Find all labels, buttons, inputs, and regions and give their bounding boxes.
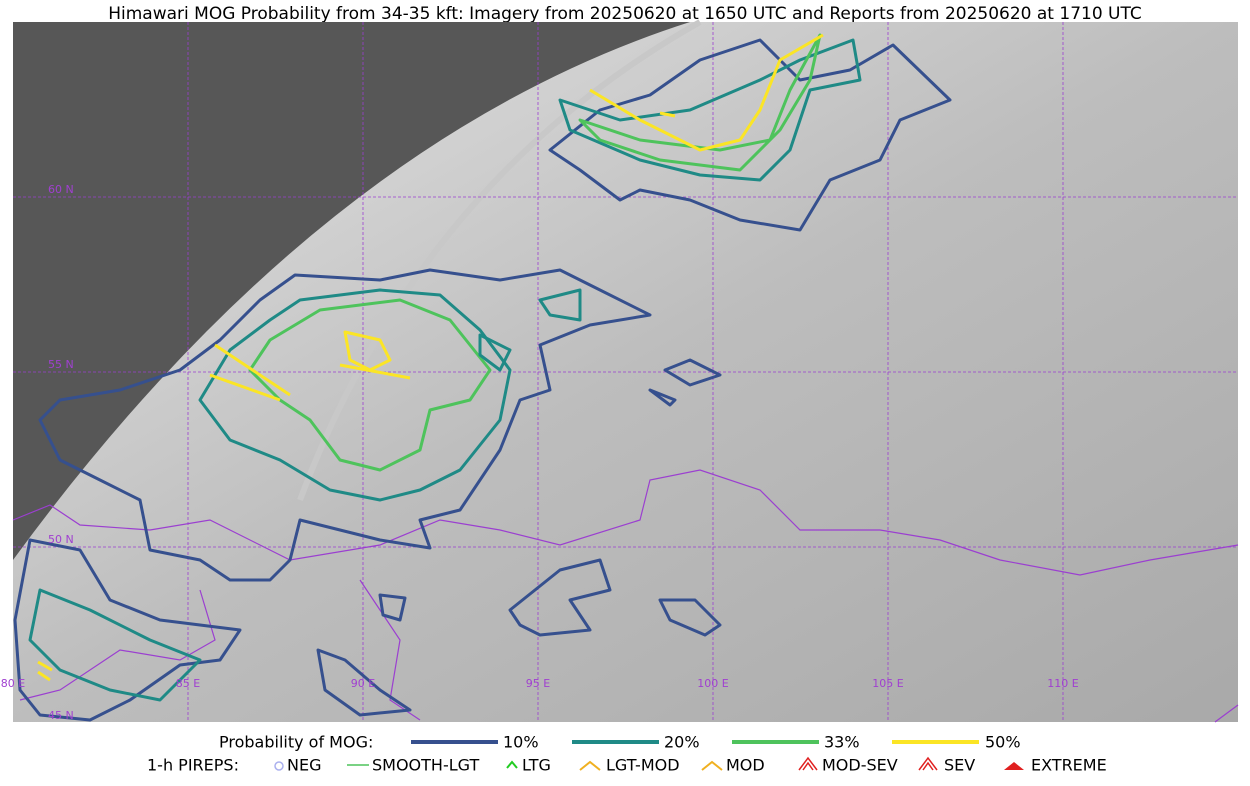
legend-title: 1-h PIREPS: bbox=[147, 756, 239, 775]
legend-title: Probability of MOG: bbox=[219, 733, 373, 752]
lon-label: 95 E bbox=[526, 677, 550, 690]
lon-label: 90 E bbox=[351, 677, 375, 690]
scan-line bbox=[297, 19, 702, 502]
icon-lgt-mod bbox=[579, 760, 601, 771]
lat-label: 45 N bbox=[48, 709, 74, 722]
lat-label: 60 N bbox=[48, 183, 74, 196]
lon-label: 100 E bbox=[697, 677, 728, 690]
borders bbox=[12, 469, 1239, 723]
legend-label: 10% bbox=[503, 733, 539, 752]
lon-label: 80 E bbox=[1, 677, 25, 690]
space-area bbox=[13, 22, 690, 560]
legend-label: NEG bbox=[287, 756, 321, 775]
icon-ltg bbox=[506, 760, 518, 769]
legend-label: LTG bbox=[522, 756, 551, 775]
icon-mod bbox=[701, 760, 723, 771]
legend-label: SMOOTH-LGT bbox=[372, 756, 479, 775]
grid-labels: 60 N 55 N 50 N 45 N 80 E 85 E 90 E 95 E … bbox=[1, 183, 1079, 722]
lon-label: 110 E bbox=[1047, 677, 1078, 690]
legend-label: 50% bbox=[985, 733, 1021, 752]
legend-label: MOD-SEV bbox=[822, 756, 898, 775]
lat-label: 50 N bbox=[48, 533, 74, 546]
lon-label: 85 E bbox=[176, 677, 200, 690]
legend-label: 33% bbox=[824, 733, 860, 752]
legend-label: LGT-MOD bbox=[606, 756, 680, 775]
lat-label: 55 N bbox=[48, 358, 74, 371]
title: Himawari MOG Probability from 34-35 kft:… bbox=[108, 4, 1142, 24]
icon-extreme bbox=[1004, 762, 1024, 770]
icon-neg bbox=[274, 761, 284, 771]
legend-label: 20% bbox=[664, 733, 700, 752]
contours bbox=[13, 33, 952, 722]
legend: Probability of MOG: 10% 20% 33% 50% 1-h … bbox=[147, 733, 1107, 775]
legend-label: SEV bbox=[944, 756, 975, 775]
legend-label: MOD bbox=[726, 756, 765, 775]
lon-label: 105 E bbox=[872, 677, 903, 690]
icon-mod-sev bbox=[798, 756, 818, 771]
icon-sev bbox=[918, 756, 938, 771]
legend-label: EXTREME bbox=[1031, 756, 1107, 775]
